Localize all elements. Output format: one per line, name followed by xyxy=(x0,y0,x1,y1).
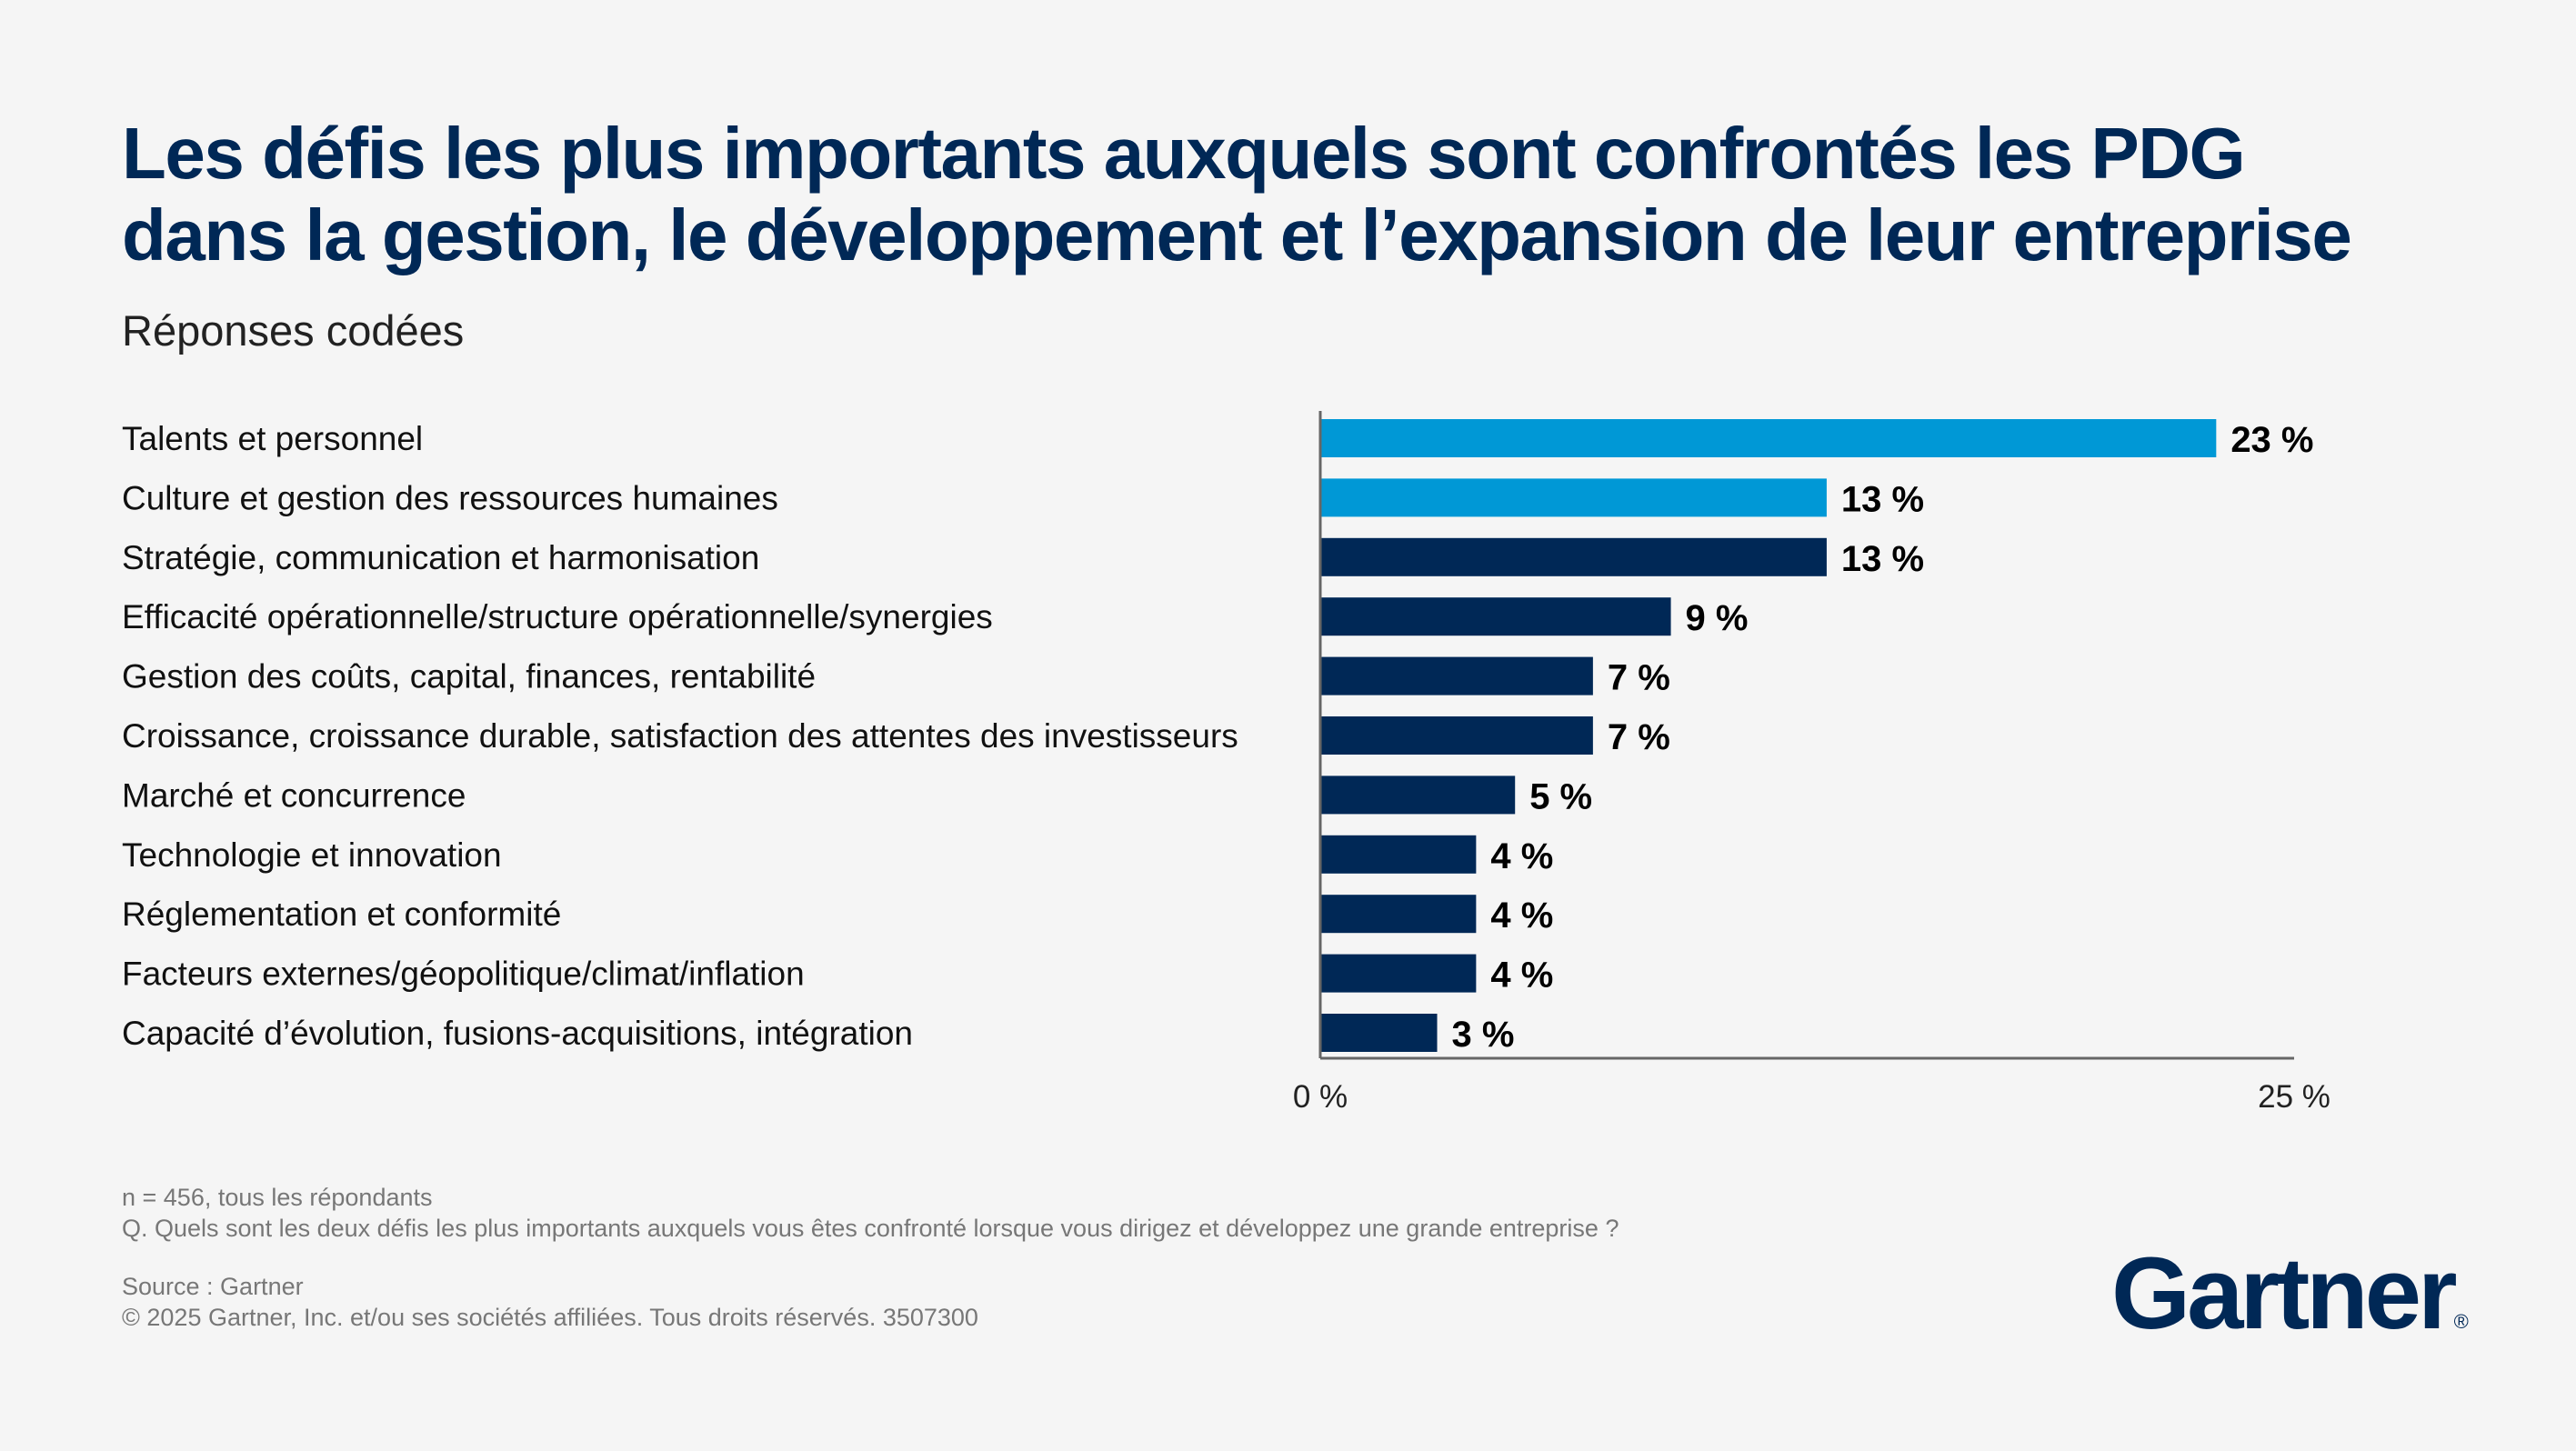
category-label: Marché et concurrence xyxy=(122,776,466,814)
data-label: 4 % xyxy=(1490,956,1553,996)
category-label: Gestion des coûts, capital, finances, re… xyxy=(122,658,816,695)
category-label: Efficacité opérationnelle/structure opér… xyxy=(122,598,993,635)
category-label: Facteurs externes/géopolitique/climat/in… xyxy=(122,956,805,993)
data-label: 13 % xyxy=(1841,539,1924,579)
category-label: Stratégie, communication et harmonisatio… xyxy=(122,539,759,576)
bar xyxy=(1320,776,1516,815)
bar xyxy=(1320,597,1671,636)
data-label: 4 % xyxy=(1490,836,1553,876)
bar xyxy=(1320,537,1827,576)
title-line-2: dans la gestion, le développement et l’e… xyxy=(122,195,2352,275)
bar xyxy=(1320,895,1477,934)
title-line-1: Les défis les plus importants auxquels s… xyxy=(122,113,2246,194)
bar xyxy=(1320,1014,1438,1052)
data-label: 23 % xyxy=(2230,420,2313,460)
x-tick-label: 0 % xyxy=(1293,1079,1348,1115)
data-label: 4 % xyxy=(1490,896,1553,936)
data-label: 3 % xyxy=(1452,1015,1515,1055)
category-label: Culture et gestion des ressources humain… xyxy=(122,479,778,516)
x-tick-label: 25 % xyxy=(2258,1079,2330,1115)
logo-text: Gartner xyxy=(2111,1236,2458,1350)
bar xyxy=(1320,835,1477,874)
category-label: Capacité d’évolution, fusions-acquisitio… xyxy=(122,1015,913,1052)
data-label: 7 % xyxy=(1608,658,1670,698)
data-label: 9 % xyxy=(1686,598,1749,638)
footnote-source: Source : Gartner xyxy=(122,1273,304,1300)
chart-title: Les défis les plus importants auxquels s… xyxy=(122,113,2531,276)
data-label: 7 % xyxy=(1608,717,1670,757)
footnote-sample: n = 456, tous les répondants xyxy=(122,1184,433,1211)
gartner-logo: Gartner® xyxy=(2111,1235,2469,1352)
bar xyxy=(1320,656,1593,695)
category-label: Technologie et innovation xyxy=(122,836,502,874)
chart-subtitle: Réponses codées xyxy=(122,306,465,355)
registered-mark: ® xyxy=(2453,1310,2469,1333)
bar xyxy=(1320,716,1593,755)
bar xyxy=(1320,478,1827,517)
footnote-question: Q. Quels sont les deux défis les plus im… xyxy=(122,1215,1619,1242)
category-label: Talents et personnel xyxy=(122,420,423,457)
footnote-copyright: © 2025 Gartner, Inc. et/ou ses sociétés … xyxy=(122,1304,978,1331)
data-label: 5 % xyxy=(1529,776,1592,816)
bar xyxy=(1320,419,2217,457)
data-label: 13 % xyxy=(1841,479,1924,519)
bar xyxy=(1320,954,1477,993)
category-label: Réglementation et conformité xyxy=(122,896,561,933)
category-label: Croissance, croissance durable, satisfac… xyxy=(122,717,1238,755)
